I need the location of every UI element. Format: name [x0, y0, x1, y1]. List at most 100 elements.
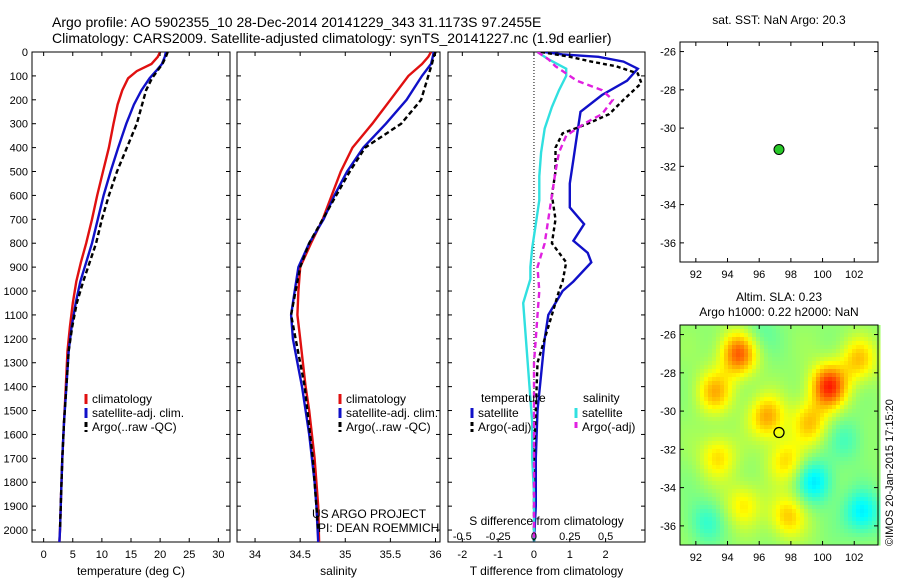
difference-temp-legend-label: Argo(-adj) — [478, 420, 531, 434]
figure-title-line2: Climatology: CARS2009. Satellite-adjuste… — [52, 30, 612, 46]
temperature-ytick-label: 400 — [10, 143, 28, 155]
sla-map-ytick-label: -28 — [660, 368, 676, 380]
difference-series-temperature-argo-adj- — [532, 52, 643, 542]
temperature-legend-label: climatology — [92, 392, 152, 406]
temperature-xlabel: temperature (deg C) — [77, 564, 185, 578]
difference-stick-label: -0.5 — [453, 531, 472, 543]
difference-stick-label: -0.25 — [486, 531, 511, 543]
difference-xtick-label: -2 — [457, 549, 467, 561]
temperature-ytick-label: 700 — [10, 214, 28, 226]
temperature-xtick-label: 25 — [183, 549, 195, 561]
temperature-axes-box — [31, 51, 231, 543]
salinity-annotation-pi: PI: DEAN ROEMMICH — [318, 521, 439, 535]
salinity-xtick-label: 34.5 — [289, 549, 310, 561]
sla-map-ytick-label: -30 — [660, 406, 676, 418]
temperature-ytick-label: 500 — [10, 167, 28, 179]
temperature-ytick-label: 1900 — [4, 501, 28, 513]
difference-axes-box — [447, 51, 646, 543]
salinity-xtick-label: 35.5 — [380, 549, 401, 561]
sst-map-xtick-label: 98 — [785, 269, 797, 281]
sla-map-xtick-label: 96 — [753, 552, 765, 564]
sla-map-xtick-label: 92 — [690, 552, 702, 564]
salinity-xtick-label: 36 — [429, 549, 441, 561]
temperature-legend-label: Argo(..raw -QC) — [92, 420, 177, 434]
difference-sal-legend-label: Argo(-adj) — [582, 420, 635, 434]
salinity-legend-label: satellite-adj. clim. — [346, 406, 438, 420]
difference-xtick-label: -1 — [493, 549, 503, 561]
temperature-ytick-label: 1600 — [4, 429, 28, 441]
difference-stick-label: 0.5 — [598, 531, 613, 543]
difference-sal-legend-label: satellite — [582, 406, 623, 420]
temperature-ytick-label: 200 — [10, 95, 28, 107]
sst-map-panel: sat. SST: NaN Argo: 20.3 92 94 96 98 100 102 -2… — [660, 13, 879, 281]
salinity-axes-box — [236, 51, 441, 543]
temperature-ytick-label: 100 — [10, 71, 28, 83]
salinity-xtick-label: 35 — [339, 549, 351, 561]
difference-series-temperature-satellite — [532, 52, 640, 542]
temperature-ytick-label: 900 — [10, 262, 28, 274]
sla-map-axes-box — [679, 324, 879, 546]
temperature-xtick-label: 10 — [96, 549, 108, 561]
temperature-ytick-label: 1200 — [4, 334, 28, 346]
sla-map-argo-location — [773, 426, 785, 439]
temperature-ytick-label: 1400 — [4, 382, 28, 394]
temperature-ytick-label: 800 — [10, 238, 28, 250]
temperature-ytick-label: 300 — [10, 119, 28, 131]
figure-title-line1: Argo profile: AO 5902355_10 28-Dec-2014 … — [52, 14, 542, 30]
salinity-xlabel: salinity — [320, 564, 357, 578]
salinity-legend-label: climatology — [346, 392, 406, 406]
sst-map-xtick-label: 100 — [813, 269, 831, 281]
sst-map-xtick-label: 96 — [753, 269, 765, 281]
temperature-xtick-label: 0 — [41, 549, 47, 561]
sla-map-ytick-label: -32 — [660, 444, 676, 456]
salinity-xtick-label: 34 — [249, 549, 261, 561]
difference-xlabel: T difference from climatology — [470, 564, 624, 578]
sla-map-heatmap — [680, 325, 881, 546]
sla-map-xtick-label: 98 — [785, 552, 797, 564]
temperature-ytick-label: 1100 — [4, 310, 28, 322]
difference-xtick-label: 2 — [603, 549, 609, 561]
sla-map-ytick-label: -26 — [660, 330, 676, 342]
temperature-ytick-label: 0 — [22, 47, 28, 59]
temperature-ytick-label: 600 — [10, 190, 28, 202]
sst-map-ytick-label: -28 — [660, 85, 676, 97]
sst-map-axes-box — [679, 41, 879, 263]
sst-map-argo-point — [773, 144, 785, 156]
sst-map-ytick-label: -34 — [660, 200, 676, 212]
salinity-legend-label: Argo(..raw -QC) — [346, 420, 431, 434]
temperature-ytick-label: 1700 — [4, 453, 28, 465]
difference-legend-header-salinity: salinity — [583, 391, 620, 405]
temperature-legend-label: satellite-adj. clim. — [92, 406, 184, 420]
difference-panel: -2 -1 0 1 2 T difference from climatology -0.5… — [447, 51, 646, 578]
temperature-ytick-label: 1800 — [4, 477, 28, 489]
sst-map-title: sat. SST: NaN Argo: 20.3 — [712, 13, 846, 27]
sla-map-xtick-label: 100 — [813, 552, 831, 564]
sst-map-ytick-label: -36 — [660, 238, 676, 250]
sla-map-ytick-label: -34 — [660, 483, 676, 495]
temperature-xtick-label: 20 — [154, 549, 166, 561]
temperature-xtick-label: 15 — [125, 549, 137, 561]
temperature-panel: 0100200300400500600700800900100011001200… — [4, 47, 231, 578]
difference-temp-legend-label: satellite — [478, 406, 519, 420]
salinity-series-satellite-adj-clim- — [289, 52, 435, 542]
temperature-ytick-label: 1300 — [4, 358, 28, 370]
sla-map-ytick-label: -36 — [660, 521, 676, 533]
salinity-annotation-project: US ARGO PROJECT — [312, 507, 427, 521]
sla-map-xtick-label: 102 — [845, 552, 863, 564]
sst-map-ytick-label: -30 — [660, 123, 676, 135]
temperature-ytick-label: 1000 — [4, 286, 28, 298]
temperature-ytick-label: 2000 — [4, 525, 28, 537]
salinity-series-argo-raw-qc- — [289, 52, 437, 531]
temperature-xtick-label: 30 — [212, 549, 224, 561]
difference-xlabel-top: S difference from climatology — [469, 514, 624, 528]
temperature-ytick-label: 1500 — [4, 406, 28, 418]
sst-map-xtick-label: 92 — [690, 269, 702, 281]
imos-timestamp: ©IMOS 20-Jan-2015 17:15:20 — [884, 399, 896, 546]
difference-xtick-label: 1 — [567, 549, 573, 561]
difference-stick-label: 0.25 — [559, 531, 580, 543]
sst-map-xtick-label: 102 — [845, 269, 863, 281]
temperature-series-argo-raw-qc- — [58, 52, 169, 531]
sla-map-xtick-label: 94 — [721, 552, 733, 564]
